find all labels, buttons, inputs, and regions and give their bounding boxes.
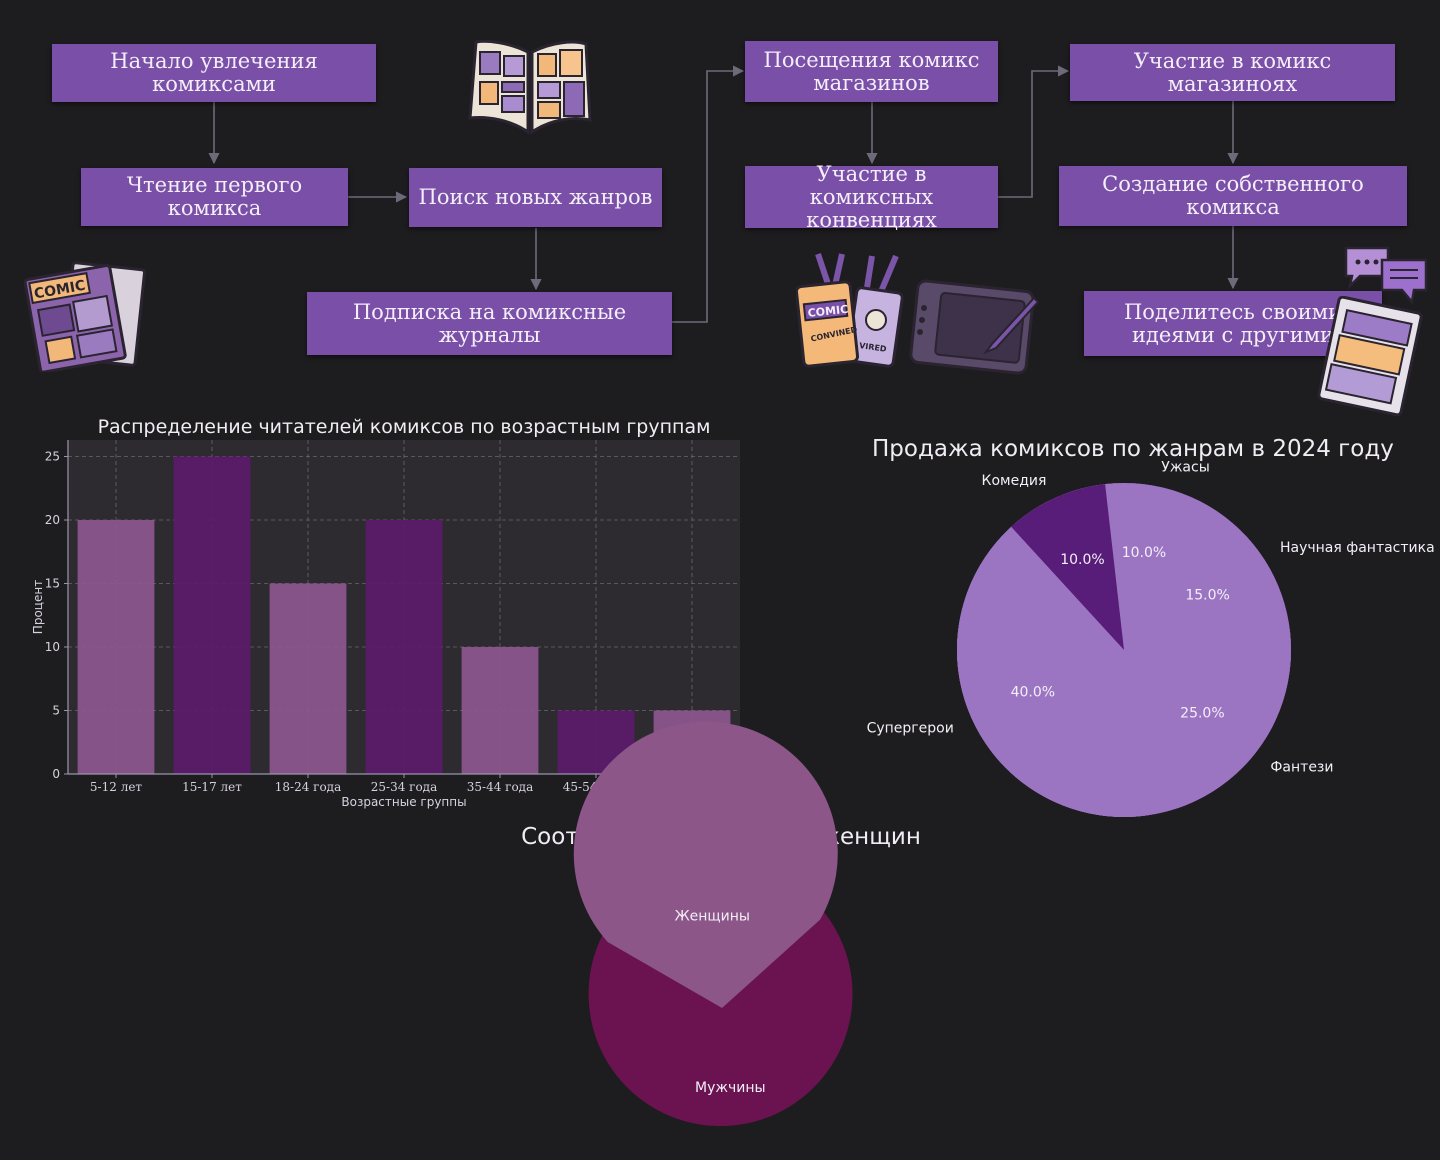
bar [365,520,443,774]
pie-category-label: Супергерои [867,721,954,737]
flow-node-first-comic: Чтение первого комикса [81,168,348,226]
bar [461,647,539,774]
pie-category-label: Научная фантастика [1280,540,1435,556]
chat-bubbles-icon [1344,246,1428,305]
flow-node-share-ideas: Поделитесь своими идеями с другими [1084,291,1382,356]
x-tick-label: 18-24 года [275,780,341,794]
open-comic-book-icon [468,39,592,135]
x-tick-label: 35-44 года [467,780,533,794]
flow-node-start: Начало увлечения комиксами [52,44,376,102]
x-tick-label: 5-12 лет [90,780,142,794]
pie-pct-label: 40.0% [1011,685,1055,701]
y-tick-label: 10 [45,640,60,654]
bar [77,520,155,774]
pie-category-label: Женщины [675,908,750,924]
comic-page-sketch-icon [1317,296,1423,417]
pie-slice [573,721,838,1008]
bar-xlabel: Возрастные группы [341,795,466,809]
genre-pie-title: Продажа комиксов по жанрам в 2024 году [872,436,1394,462]
pie-category-label: Фантези [1270,759,1333,775]
y-tick-label: 5 [52,704,60,718]
badge-comic-label: COMIC [807,303,849,320]
y-tick-label: 20 [45,513,60,527]
pie-pct-label: 15.0% [1185,588,1229,604]
pie-category-label: Комедия [982,473,1047,489]
bar [173,456,251,774]
badge-side-label: VIRED [859,341,888,354]
flow-node-own-comic: Создание собственного комикса [1059,166,1407,226]
pie-pct-label: 25.0% [1180,705,1224,721]
y-tick-label: 25 [45,450,60,464]
x-tick-label: 15-17 лет [182,780,242,794]
convention-badges-icon: VIRED COMIC CONVINED [796,253,904,368]
pie-pct-label: 10.0% [1122,545,1166,561]
bar [269,583,347,774]
flow-node-new-genres: Поиск новых жанров [409,168,662,227]
y-tick-label: 0 [52,767,60,781]
flow-node-magazines: Подписка на комиксные журналы [307,292,672,355]
pie-pct-label: 10.0% [1060,552,1104,568]
drawing-tablet-icon [909,279,1040,375]
flow-node-conventions: Участие в комиксных конвенциях [745,162,998,231]
pie-category-label: Мужчины [695,1080,766,1096]
arrow-n6-n7 [998,65,1070,198]
bar-chart-title: Распределение читателей комиксов по возр… [97,416,711,438]
bar-ylabel: Процент [31,580,45,634]
y-tick-label: 15 [45,577,60,591]
x-tick-label: 25-34 года [371,780,437,794]
flow-node-shop-visits: Посещения комикс магазинов [745,41,998,102]
arrow-n4-n5 [672,65,745,323]
comic-magazines-icon: COMIC [24,261,147,372]
pie-slice [957,482,1291,817]
flow-node-shop-participation: Участие в комикс магазиноях [1070,44,1395,101]
pie-category-label: Ужасы [1161,460,1209,476]
